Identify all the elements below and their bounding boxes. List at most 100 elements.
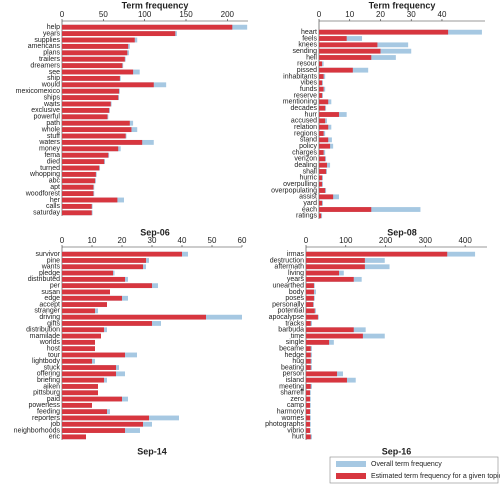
y-tick-label: calls xyxy=(46,203,61,210)
bar xyxy=(62,346,95,352)
y-tick-label: supplies xyxy=(34,37,60,44)
y-tick-label: dealing xyxy=(294,162,317,169)
y-tick-label: accused xyxy=(291,118,317,125)
y-tick-label: woodforest xyxy=(25,190,60,197)
x-axis-title: Term frequency xyxy=(122,0,189,10)
y-tick-label: barbuda xyxy=(278,327,304,334)
bar xyxy=(62,184,94,190)
legend-label: Overall term frequency xyxy=(371,461,442,468)
bar xyxy=(306,371,338,377)
y-tick-label: ships xyxy=(44,94,61,101)
bar xyxy=(62,69,134,75)
bar xyxy=(62,283,152,289)
legend-label: Estimated term frequency for a given top… xyxy=(371,473,500,480)
y-tick-label: distributed xyxy=(28,276,60,283)
bar xyxy=(319,200,323,206)
y-tick-label: died xyxy=(47,158,60,165)
y-tick-label: apocalypse xyxy=(269,314,305,321)
bar xyxy=(319,74,324,79)
y-tick-label: hurric xyxy=(299,175,317,182)
bar xyxy=(306,415,310,421)
bar xyxy=(319,48,381,54)
bar xyxy=(62,295,122,301)
bar xyxy=(306,321,311,326)
x-tick-label: 0 xyxy=(60,236,65,245)
bar xyxy=(62,434,86,440)
bar xyxy=(306,339,330,345)
panel-title: Sep-08 xyxy=(387,227,417,237)
bar xyxy=(306,377,347,383)
y-tick-label: photographs xyxy=(265,421,304,428)
y-tick-label: whole xyxy=(41,126,60,133)
y-tick-label: sharreff xyxy=(280,390,304,397)
y-tick-label: shall xyxy=(303,168,318,175)
y-tick-label: edge xyxy=(44,295,60,302)
y-tick-label: potential xyxy=(278,308,305,315)
bar xyxy=(306,333,363,339)
x-tick-label: 200 xyxy=(221,10,235,19)
y-tick-label: irmas xyxy=(287,251,305,258)
bar xyxy=(62,314,206,320)
bar xyxy=(62,120,130,126)
bar xyxy=(62,264,143,270)
panel-title: Sep-14 xyxy=(137,446,167,456)
y-tick-label: pledge xyxy=(39,270,60,277)
y-tick-label: hurt xyxy=(292,434,304,441)
bar xyxy=(319,188,326,193)
y-tick-label: personally xyxy=(272,301,304,308)
x-tick-label: 50 xyxy=(208,236,217,245)
bar xyxy=(319,213,322,219)
bar xyxy=(62,114,108,120)
y-tick-label: saturday xyxy=(33,210,60,217)
bar xyxy=(319,124,329,130)
y-tick-label: her xyxy=(50,197,61,204)
y-tick-label: pissed xyxy=(297,67,317,74)
y-tick-label: years xyxy=(287,276,305,283)
legend-swatch xyxy=(336,461,366,467)
bar xyxy=(62,197,118,203)
bar xyxy=(62,165,100,171)
bar xyxy=(62,146,119,152)
y-tick-label: worries xyxy=(280,415,304,422)
bar xyxy=(319,93,323,98)
y-tick-label: assist xyxy=(299,194,317,201)
y-tick-label: per xyxy=(50,282,61,289)
bar xyxy=(62,50,128,56)
bar xyxy=(319,162,327,168)
y-tick-label: money xyxy=(39,146,61,153)
bar xyxy=(62,339,95,345)
y-tick-label: reporters xyxy=(32,415,61,422)
bar xyxy=(306,258,365,263)
bar xyxy=(306,390,310,396)
bar xyxy=(319,55,372,60)
x-tick-label: 0 xyxy=(317,10,322,19)
bar xyxy=(62,258,146,263)
y-tick-label: policy xyxy=(299,143,317,150)
bar xyxy=(319,137,329,143)
y-tick-label: overpopulating xyxy=(271,187,317,194)
y-tick-label: would xyxy=(41,82,60,89)
bar xyxy=(306,428,310,433)
bar xyxy=(62,421,143,427)
y-tick-label: regions xyxy=(294,130,317,137)
bar xyxy=(319,169,327,174)
y-tick-label: help xyxy=(47,24,60,31)
y-tick-label: exclusive xyxy=(31,107,60,114)
bar xyxy=(319,112,339,117)
y-tick-label: apt xyxy=(50,184,60,191)
y-tick-label: abc xyxy=(49,178,61,185)
bar xyxy=(62,24,233,30)
y-tick-label: mentioning xyxy=(283,99,317,106)
bar xyxy=(319,194,334,200)
bar xyxy=(62,63,123,69)
y-tick-label: living xyxy=(288,270,304,277)
bar xyxy=(306,409,310,415)
x-tick-label: 50 xyxy=(99,10,108,19)
y-tick-label: fema xyxy=(44,152,60,159)
bar xyxy=(62,210,92,216)
bar xyxy=(306,346,311,352)
bar xyxy=(319,61,323,67)
y-tick-label: path xyxy=(46,120,60,127)
